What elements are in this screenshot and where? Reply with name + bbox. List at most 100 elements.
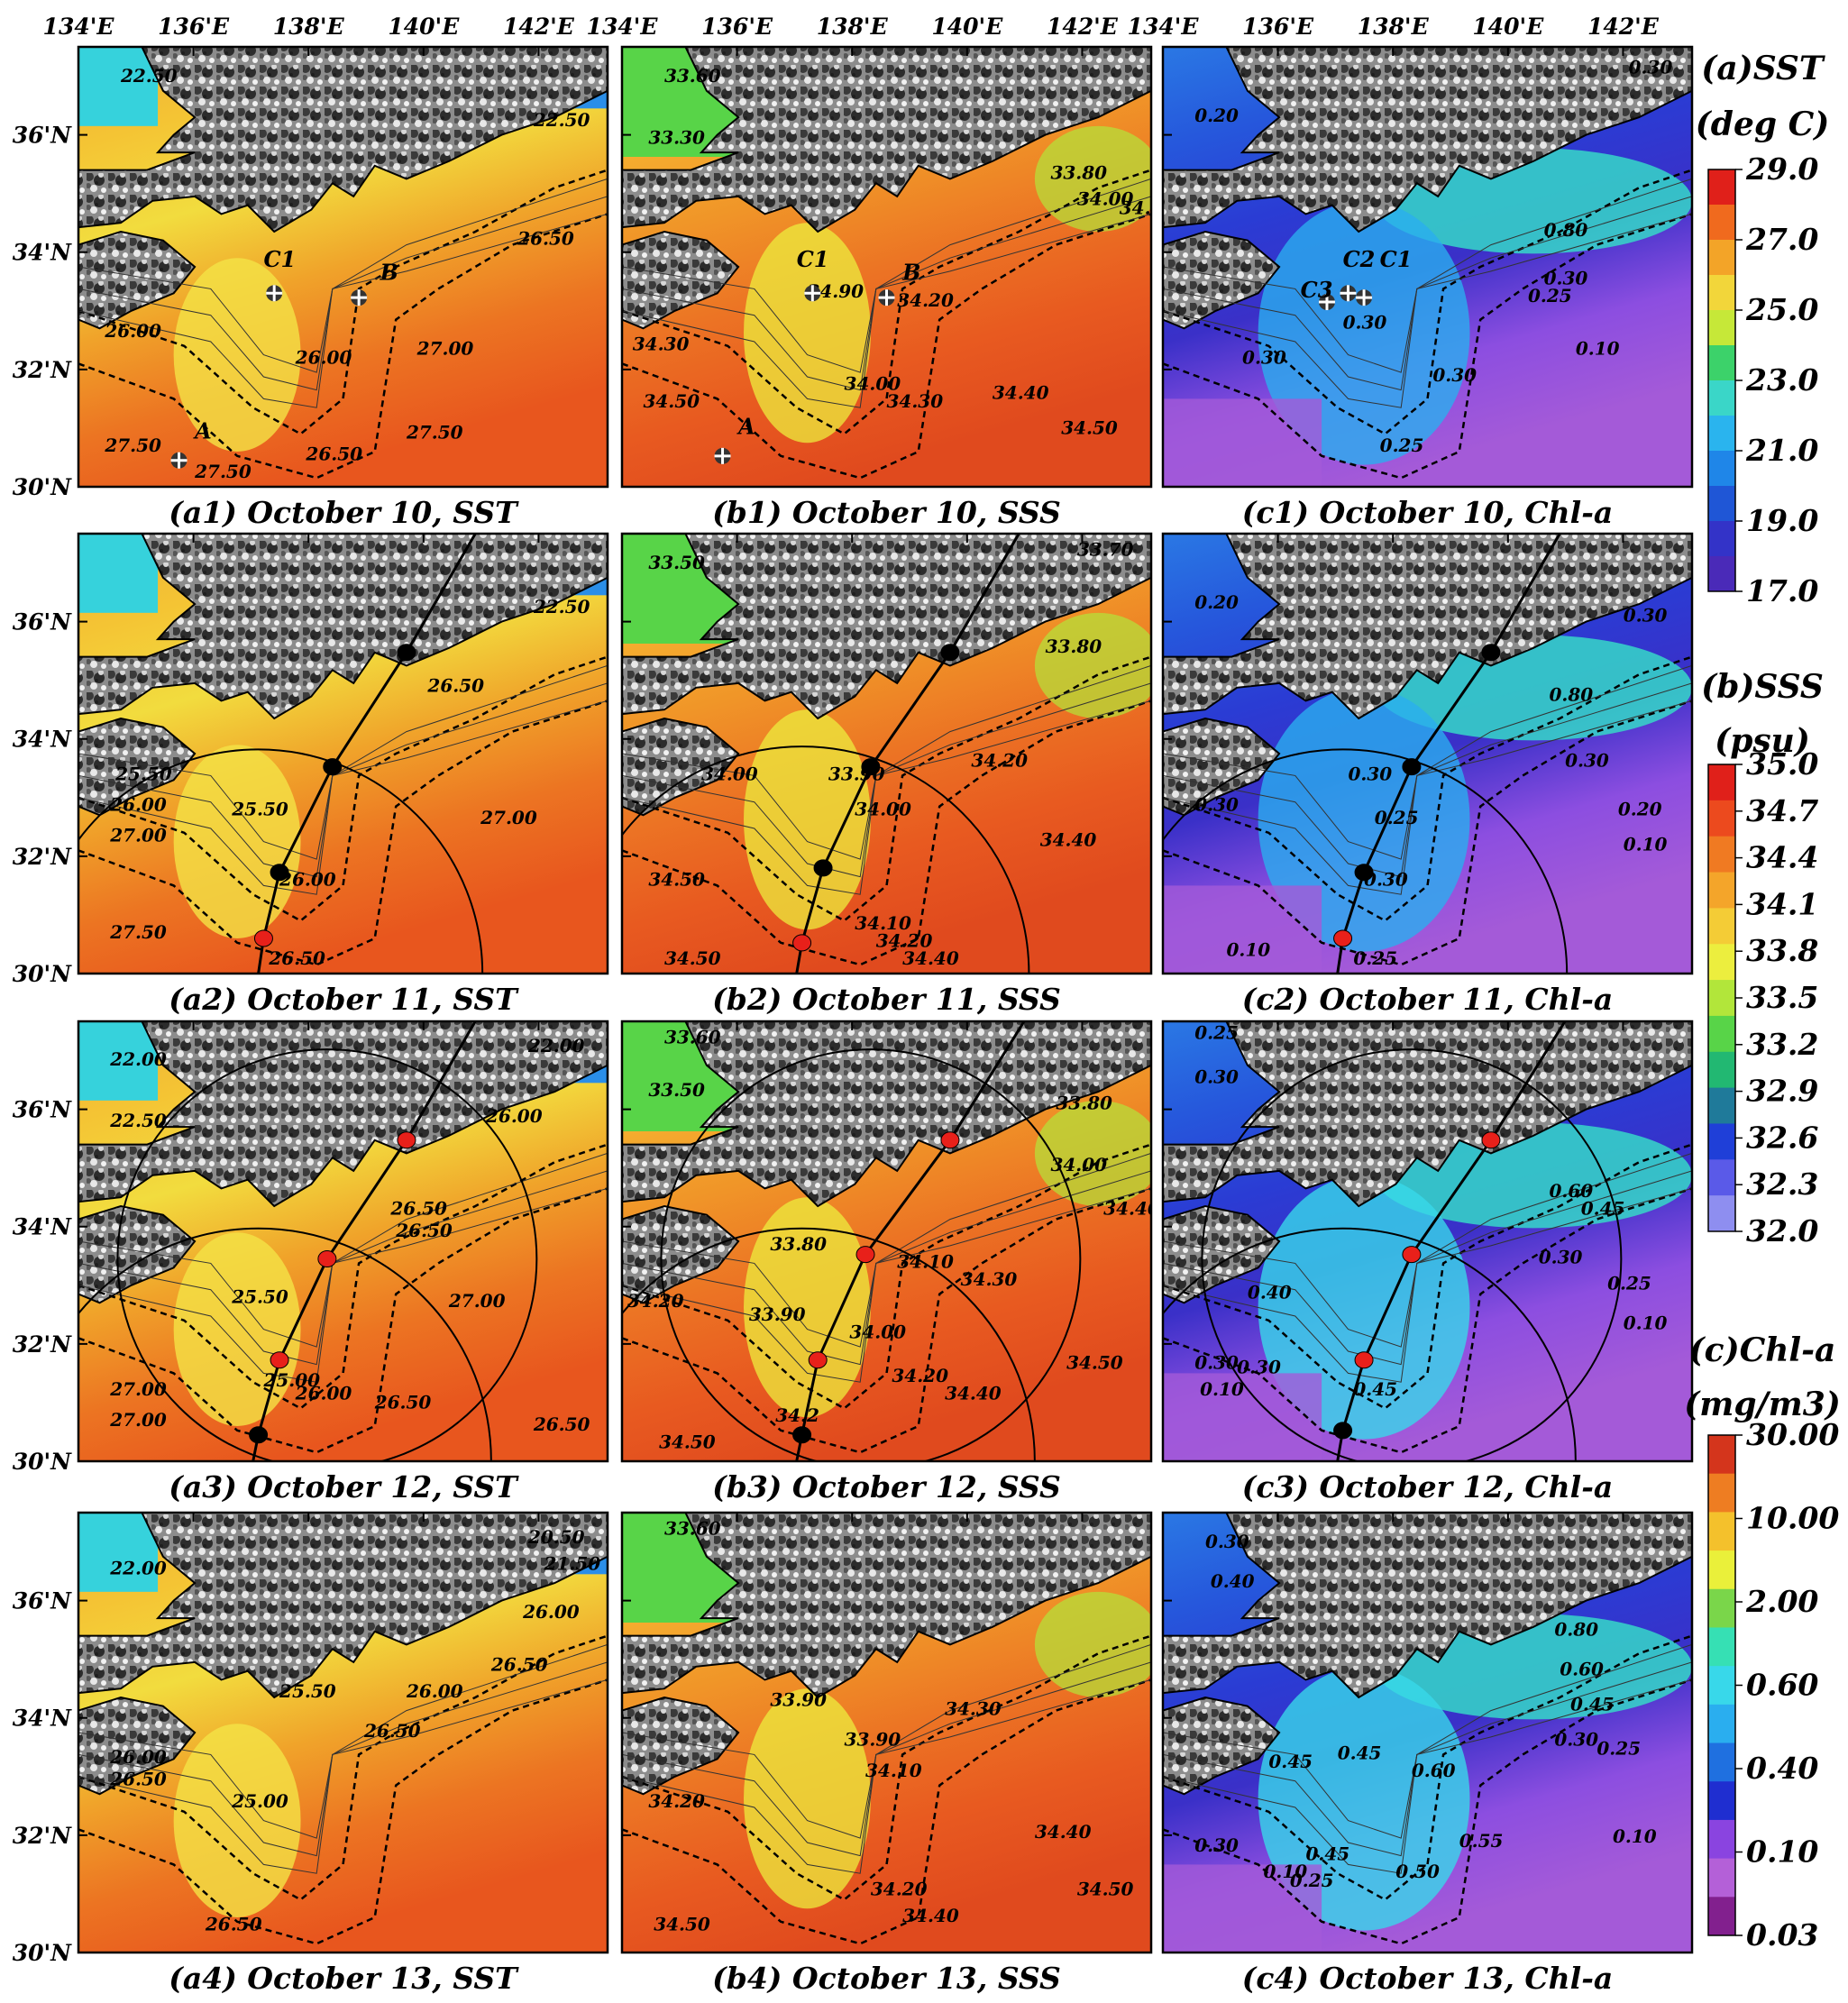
typhoon-position-dot bbox=[808, 1351, 828, 1369]
low-chl-region bbox=[1163, 398, 1322, 487]
colorbar-label: 10.00 bbox=[1746, 1501, 1839, 1536]
colorbar-swatch bbox=[1708, 169, 1735, 206]
colorbar-label: 32.3 bbox=[1746, 1166, 1818, 1202]
panel-caption: (c2) October 11, Chl-a bbox=[1242, 982, 1614, 1017]
contour-label: 34.20 bbox=[627, 1290, 684, 1312]
panel-caption: (a4) October 13, SST bbox=[169, 1961, 519, 1996]
typhoon-radius-circle bbox=[78, 748, 484, 974]
contour-label: 33.90 bbox=[770, 1689, 827, 1711]
map-panel-c3: 0.250.300.600.450.300.250.100.400.300.30… bbox=[1161, 1020, 1694, 1505]
colorbar-label: 32.0 bbox=[1746, 1213, 1818, 1248]
colorbar-label: 2.00 bbox=[1745, 1584, 1818, 1619]
typhoon-position-dot bbox=[397, 644, 416, 662]
panel-caption: (b2) October 11, SSS bbox=[712, 982, 1061, 1017]
map-frame bbox=[1161, 45, 1694, 489]
contour-line bbox=[78, 1678, 608, 1874]
contour-label: 0.30 bbox=[1348, 763, 1392, 784]
lat-tick-label: 32'N bbox=[13, 357, 72, 383]
contour-label: 0.20 bbox=[1194, 591, 1239, 613]
contour-line bbox=[78, 196, 608, 391]
contour-label: 22.50 bbox=[120, 65, 178, 87]
colorbar-label: 0.10 bbox=[1746, 1834, 1818, 1870]
contour-label: 0.25 bbox=[1528, 285, 1572, 306]
map-panel-a1: 22.50 22.50 26.50 26.00 26.00 27.00 26.50 27.50… bbox=[13, 14, 609, 530]
contour-label: 34.20 bbox=[971, 750, 1028, 772]
land-shikoku bbox=[622, 1696, 740, 1796]
contour-label: 34.40 bbox=[902, 1905, 959, 1926]
lon-tick-label: 140'E bbox=[388, 14, 460, 40]
colorbar-label: 34.7 bbox=[1746, 793, 1818, 828]
cold-water-patch bbox=[78, 1021, 159, 1101]
lat-tick-label: 36'N bbox=[13, 123, 72, 149]
colorbar-label: 33.8 bbox=[1746, 933, 1818, 968]
contour-label: 27.50 bbox=[104, 434, 161, 456]
contour-label: 27.00 bbox=[109, 1409, 167, 1431]
map-panel-c1: 0.200.300.800.300.250.300.300.300.100.25… bbox=[1128, 14, 1694, 530]
contour-label: 0.30 bbox=[1554, 1729, 1598, 1751]
contour-label: 22.00 bbox=[527, 1035, 585, 1056]
map-frame bbox=[1161, 532, 1694, 975]
contour-label: 22.00 bbox=[109, 1048, 167, 1070]
land-shikoku bbox=[622, 717, 740, 817]
typhoon-position-dot bbox=[249, 1426, 269, 1444]
colorbar-title: (c)Chl-a bbox=[1689, 1331, 1836, 1369]
map-frame bbox=[620, 1511, 1153, 1954]
lat-tick-label: 34'N bbox=[13, 240, 72, 266]
colorbar-label: 17.0 bbox=[1746, 573, 1818, 608]
contour-line bbox=[1163, 213, 1692, 408]
map-frame bbox=[77, 1511, 609, 1954]
contour-label: 20.50 bbox=[527, 1526, 585, 1548]
land-shikoku bbox=[78, 1696, 197, 1796]
contour-label: 0.45 bbox=[1305, 1843, 1349, 1865]
contour-label: 34.00 bbox=[845, 373, 901, 395]
contour-label: 0.30 bbox=[1194, 1834, 1239, 1856]
contour-line bbox=[622, 664, 1151, 860]
land-honshu bbox=[622, 1513, 1151, 1699]
land-honshu bbox=[78, 47, 608, 233]
low-chl-region bbox=[1163, 1373, 1322, 1461]
typhoon-position-dot bbox=[253, 929, 273, 947]
contour-line bbox=[78, 1152, 608, 1348]
contour-line bbox=[1163, 1170, 1692, 1366]
contour-label: 0.20 bbox=[1618, 798, 1662, 819]
contour-line bbox=[78, 1170, 608, 1366]
contour-label: 34.30 bbox=[945, 1697, 1002, 1719]
contour-label: 26.00 bbox=[109, 1746, 167, 1768]
colorbar-swatch bbox=[1708, 944, 1735, 981]
cool-tongue bbox=[173, 1232, 301, 1426]
contour-label: 0.80 bbox=[1554, 1619, 1598, 1641]
panel-caption: (a3) October 12, SST bbox=[169, 1469, 519, 1505]
contour-label: 33.30 bbox=[648, 126, 705, 148]
colorbar-swatch bbox=[1708, 800, 1735, 837]
panel-caption: (c4) October 13, Chl-a bbox=[1242, 1961, 1614, 1996]
land-shikoku bbox=[78, 230, 197, 330]
contour-label: 0.50 bbox=[1395, 1861, 1440, 1882]
typhoon-radius-circle bbox=[116, 1048, 538, 1461]
contour-label: 0.60 bbox=[1550, 1180, 1594, 1202]
land-shikoku bbox=[622, 230, 740, 330]
land-honshu bbox=[622, 47, 1151, 233]
contour-label: 0.45 bbox=[1268, 1751, 1313, 1772]
contour-label: 25.50 bbox=[231, 1285, 288, 1307]
typhoon-radius-circle bbox=[1163, 748, 1569, 974]
colorbar-swatch bbox=[1708, 980, 1735, 1017]
colorbar-swatch bbox=[1708, 1781, 1735, 1821]
map-field: 33.60 34.30 33.90 33.90 34.10 34.20 34.40 34.50… bbox=[622, 1513, 1151, 1953]
typhoon-position-dot bbox=[1481, 1131, 1501, 1149]
lat-tick-label: 34'N bbox=[13, 1214, 72, 1240]
contour-label: 0.55 bbox=[1459, 1830, 1504, 1852]
colorbar-swatch bbox=[1708, 1666, 1735, 1706]
contour-label: 0.10 bbox=[1226, 938, 1270, 960]
map-field: 33.60 33.50 33.80 34.00 34.40 33.80 34.10 34.30… bbox=[622, 1021, 1151, 1461]
lon-tick-label: 140'E bbox=[931, 14, 1003, 40]
typhoon-position-dot bbox=[270, 864, 289, 882]
typhoon-radius-circle bbox=[1201, 1048, 1623, 1461]
map-field: 0.200.300.800.300.250.300.300.300.100.25… bbox=[1163, 47, 1692, 487]
contour-label: 22.00 bbox=[109, 1557, 167, 1578]
